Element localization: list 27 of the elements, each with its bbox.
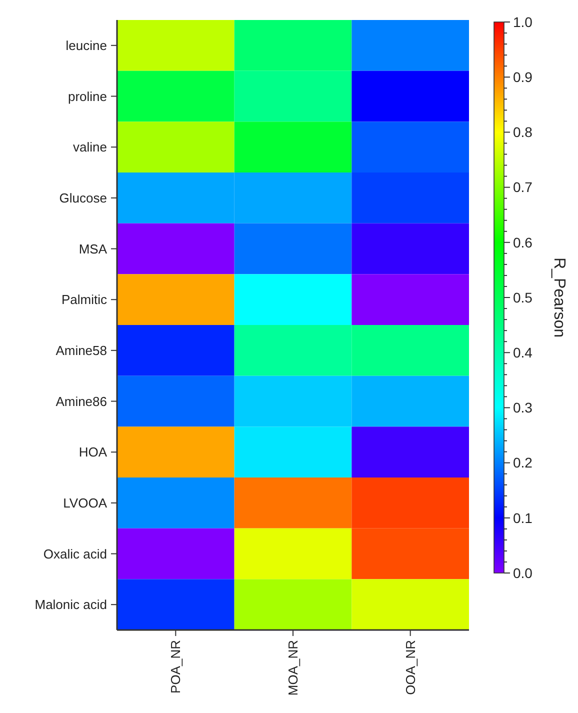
color-bar-label: 0.5 <box>513 289 533 306</box>
color-bar-label: 0.1 <box>513 510 533 526</box>
y-tick-label: MSA <box>78 241 108 256</box>
y-tick-label: valine <box>73 140 107 155</box>
color-bar-label: 0.4 <box>513 344 533 360</box>
color-bar-label: 0.3 <box>513 400 533 416</box>
x-tick-label: OOA_NR <box>402 640 418 695</box>
x-tick-label: POA_NR <box>168 640 184 694</box>
color-bar-title: R_Pearson <box>550 257 568 338</box>
y-tick-label: Amine58 <box>56 342 107 358</box>
x-tick-label: MOA_NR <box>286 640 301 696</box>
color-bar-label: 1.0 <box>513 14 533 30</box>
color-bar-label: 0.6 <box>513 234 533 250</box>
color-bar-label: 0.9 <box>513 69 533 85</box>
y-tick-label: Oxalic acid <box>43 546 107 562</box>
color-bar-label: 0.0 <box>513 564 533 581</box>
y-tick-label: Malonic acid <box>34 597 107 612</box>
color-bar-label: 0.8 <box>513 124 533 140</box>
y-tick-label: proline <box>68 88 107 104</box>
y-tick-label: leucine <box>66 38 107 53</box>
color-bar-label: 0.2 <box>513 454 533 471</box>
y-tick-label: Amine86 <box>56 394 107 409</box>
y-tick-label: Glucose <box>59 190 107 206</box>
y-tick-label: LVOOA <box>63 495 108 510</box>
color-bar-label: 0.7 <box>513 179 533 196</box>
y-tick-label: HOA <box>78 444 108 460</box>
y-tick-label: Palmitic <box>61 292 108 308</box>
